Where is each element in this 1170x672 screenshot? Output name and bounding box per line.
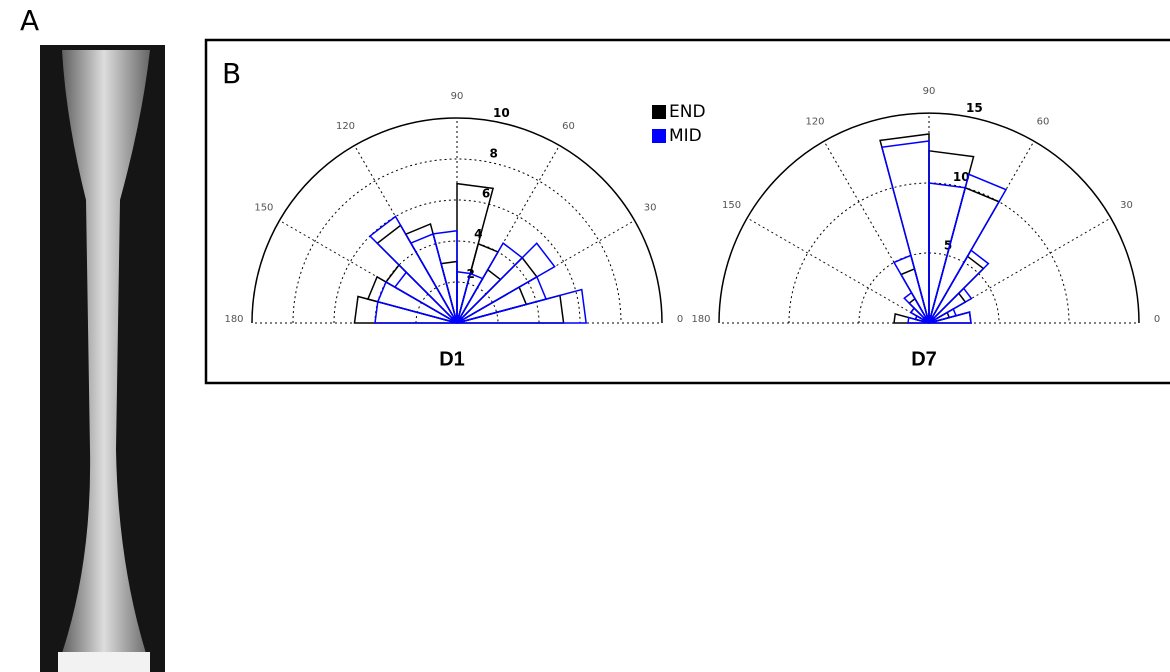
radial-grid bbox=[718, 112, 1140, 324]
rose-wedge bbox=[907, 316, 930, 324]
r-tick-label: 8 bbox=[490, 146, 498, 160]
bone-end bbox=[58, 652, 150, 672]
angle-label: 180 bbox=[691, 314, 710, 325]
rose-wedge bbox=[880, 140, 930, 324]
angle-label: 120 bbox=[336, 121, 355, 132]
angle-grid bbox=[456, 145, 560, 324]
angle-label: 0 bbox=[1154, 314, 1160, 325]
r-tick-label: 15 bbox=[966, 101, 983, 115]
radial-grid bbox=[251, 117, 663, 324]
angle-grid bbox=[746, 217, 930, 324]
radial-grid bbox=[292, 158, 622, 324]
chart-title: D1 bbox=[439, 348, 465, 370]
legend-label: MID bbox=[669, 126, 702, 146]
photo bbox=[40, 45, 165, 672]
radial-grid bbox=[415, 281, 499, 324]
legend-swatch bbox=[652, 129, 666, 143]
angle-grid bbox=[456, 220, 635, 324]
rose-wedge bbox=[456, 241, 524, 324]
legend-label: END bbox=[669, 102, 706, 122]
angle-label: 60 bbox=[562, 121, 575, 132]
angle-label: 30 bbox=[644, 203, 657, 214]
angle-label: 90 bbox=[923, 86, 936, 97]
chart-title: D7 bbox=[911, 348, 937, 370]
r-tick-label: 4 bbox=[474, 227, 482, 241]
rose-wedge bbox=[374, 300, 458, 324]
panel-label: A bbox=[20, 4, 39, 37]
r-tick-label: 6 bbox=[482, 187, 490, 201]
r-tick-label: 10 bbox=[953, 170, 970, 184]
radial-grid bbox=[788, 182, 1070, 324]
legend-swatch bbox=[652, 105, 666, 119]
angle-label: 180 bbox=[224, 314, 243, 325]
bone bbox=[58, 50, 150, 672]
angle-label: 150 bbox=[254, 203, 273, 214]
rose-wedge bbox=[384, 263, 458, 324]
angle-label: 120 bbox=[805, 117, 824, 128]
angle-grid bbox=[354, 145, 458, 324]
angle-label: 90 bbox=[451, 91, 464, 102]
rose-wedge bbox=[928, 249, 990, 324]
angle-label: 60 bbox=[1037, 117, 1050, 128]
angle-label: 0 bbox=[677, 314, 683, 325]
angle-grid bbox=[279, 220, 458, 324]
panel-label: B bbox=[222, 57, 241, 90]
r-tick-label: 5 bbox=[944, 239, 952, 253]
r-tick-label: 10 bbox=[493, 106, 510, 120]
plots: 2468100306090120150180D1ENDMID5101503060… bbox=[224, 86, 1160, 370]
angle-label: 150 bbox=[722, 200, 741, 211]
panel-frame bbox=[204, 38, 1170, 385]
angle-label: 30 bbox=[1120, 200, 1133, 211]
